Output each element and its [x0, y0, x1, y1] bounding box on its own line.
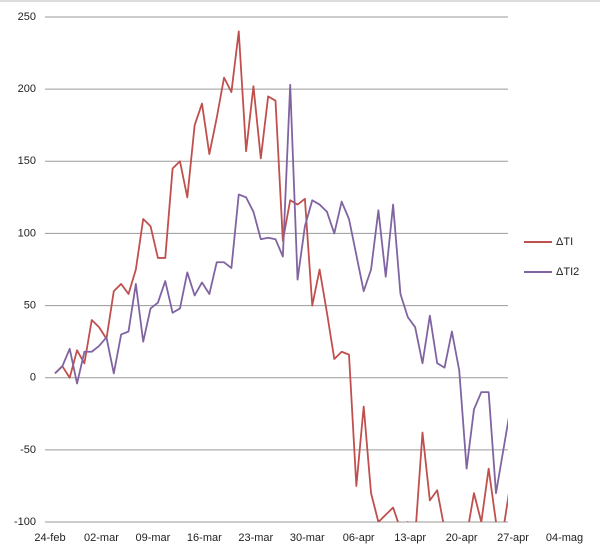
y-tick-label: 0 — [30, 372, 36, 384]
series-line — [54, 30, 508, 522]
x-tick-label: 24-feb — [34, 532, 65, 544]
y-tick-label: 200 — [18, 83, 36, 95]
legend-label: ΔTI2 — [556, 266, 579, 278]
x-tick-label: 09-mar — [135, 532, 170, 544]
y-tick-label: 150 — [18, 155, 36, 167]
y-tick-label: 100 — [18, 227, 36, 239]
x-tick-label: 13-apr — [394, 532, 426, 544]
series-line — [54, 83, 508, 495]
x-tick-label: 20-apr — [446, 532, 478, 544]
y-tick-label: 50 — [24, 299, 36, 311]
legend-label: ΔTI — [556, 236, 573, 248]
y-tick-label: -100 — [14, 516, 36, 528]
y-tick-label: -50 — [20, 444, 36, 456]
y-tick-label: 250 — [18, 11, 36, 23]
x-tick-label: 30-mar — [290, 532, 325, 544]
x-tick-label: 16-mar — [187, 532, 222, 544]
x-tick-label: 02-mar — [84, 532, 119, 544]
x-tick-label: 04-mag — [546, 532, 583, 544]
x-tick-label: 23-mar — [238, 532, 273, 544]
x-tick-label: 27-apr — [497, 532, 529, 544]
x-tick-label: 06-apr — [343, 532, 375, 544]
